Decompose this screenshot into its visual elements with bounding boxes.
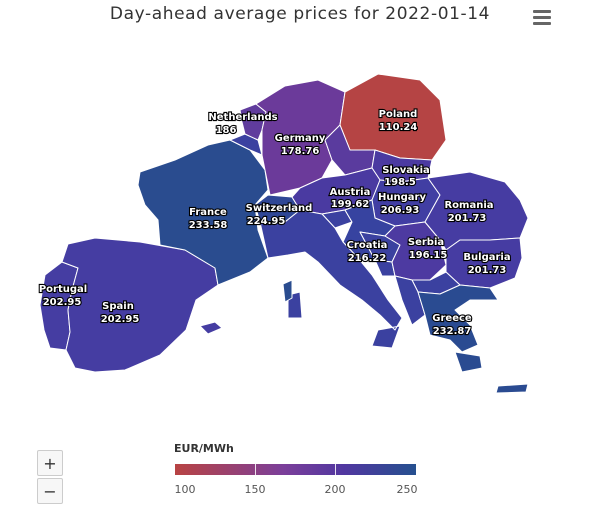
label-romania-name: Romania: [444, 200, 493, 211]
label-portugal-price: 202.95: [43, 297, 82, 308]
label-france-price: 233.58: [189, 220, 228, 231]
zoom-in-button[interactable]: +: [37, 450, 63, 476]
country-labels: Netherlands 186 Germany 178.76 Poland 11…: [38, 108, 512, 338]
label-romania-price: 201.73: [448, 213, 487, 224]
legend-tick-150: [255, 464, 256, 475]
label-netherlands-name: Netherlands: [208, 112, 277, 123]
label-spain-price: 202.95: [101, 314, 140, 325]
label-austria-price: 199.62: [331, 199, 370, 210]
label-germany-name: Germany: [275, 133, 326, 144]
legend-title: EUR/MWh: [174, 442, 234, 455]
map-title: Day-ahead average prices for 2022-01-14: [109, 4, 491, 24]
label-serbia-price: 196.15: [409, 250, 448, 261]
label-greece-name: Greece: [432, 313, 472, 324]
label-serbia-name: Serbia: [408, 237, 444, 248]
country-mallorca[interactable]: [199, 321, 223, 335]
label-austria-name: Austria: [330, 187, 371, 198]
label-germany-price: 178.76: [281, 146, 320, 157]
country-spain[interactable]: [61, 237, 219, 373]
label-croatia-name: Croatia: [347, 240, 388, 251]
country-bulgaria[interactable]: [445, 237, 523, 289]
label-poland-name: Poland: [379, 109, 418, 120]
hamburger-menu-icon[interactable]: [530, 8, 554, 28]
label-bulgaria-name: Bulgaria: [463, 252, 510, 263]
zoom-out-button[interactable]: −: [37, 478, 63, 504]
country-greece[interactable]: [417, 284, 529, 394]
label-slovakia-price: 198.5: [384, 177, 416, 188]
label-switzerland-name: Switzerland: [246, 203, 313, 214]
legend-label-150: 150: [244, 483, 266, 496]
label-croatia-price: 216.22: [348, 253, 387, 264]
label-poland-price: 110.24: [379, 122, 418, 133]
label-hungary-price: 206.93: [381, 205, 420, 216]
label-france-name: France: [189, 207, 227, 218]
label-portugal-name: Portugal: [39, 284, 87, 295]
legend-label-200: 200: [324, 483, 346, 496]
label-greece-price: 232.87: [433, 326, 472, 337]
label-bulgaria-price: 201.73: [468, 265, 507, 276]
legend-label-250: 250: [396, 483, 418, 496]
label-switzerland-price: 224.95: [247, 216, 286, 227]
label-slovakia-name: Slovakia: [382, 165, 430, 176]
country-belgium[interactable]: [229, 133, 263, 156]
label-hungary-name: Hungary: [378, 192, 426, 203]
country-italy[interactable]: [259, 209, 403, 349]
country-corsica[interactable]: [282, 279, 293, 303]
legend-tick-200: [335, 464, 336, 475]
label-spain-name: Spain: [102, 301, 134, 312]
legend-color-bar: [175, 464, 416, 475]
legend-label-100: 100: [174, 483, 196, 496]
label-netherlands-price: 186: [216, 125, 237, 136]
